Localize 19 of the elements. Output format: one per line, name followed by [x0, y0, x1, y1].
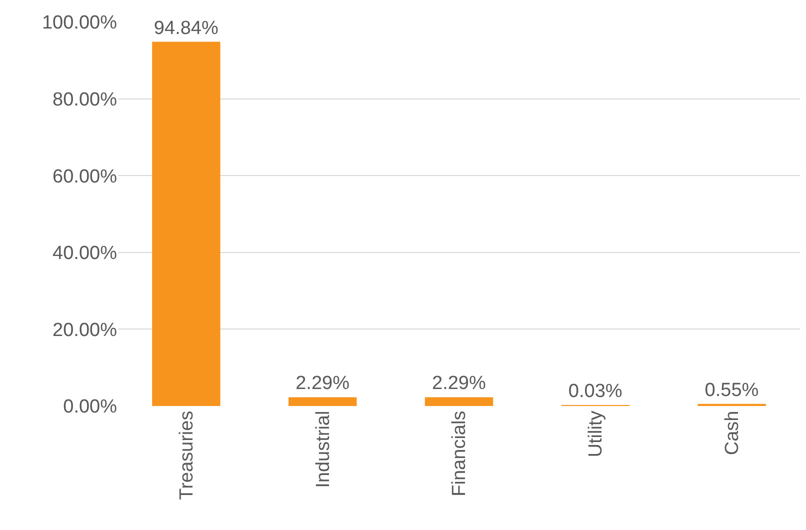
y-tick-label: 20.00%: [52, 320, 118, 341]
data-label: 0.55%: [704, 380, 759, 401]
y-tick-label: 100.00%: [42, 12, 118, 34]
bar: [288, 397, 357, 406]
y-tick-label: 60.00%: [52, 166, 118, 188]
bar: [424, 397, 494, 406]
bar: [152, 42, 220, 406]
y-tick-label: 80.00%: [52, 89, 118, 110]
data-label: 0.03%: [568, 381, 622, 402]
x-tick-label: Treasuries: [176, 410, 198, 500]
data-label: 2.29%: [296, 373, 350, 394]
y-tick-label: 40.00%: [52, 243, 118, 264]
data-label: 2.29%: [432, 373, 486, 394]
x-tick-label: Cash: [722, 410, 743, 456]
x-tick-label: Industrial: [312, 410, 334, 488]
x-tick-label: Utility: [586, 410, 607, 458]
data-label: 94.84%: [154, 18, 218, 39]
y-tick-label: 0.00%: [63, 396, 118, 418]
x-tick-label: Financials: [449, 410, 470, 496]
